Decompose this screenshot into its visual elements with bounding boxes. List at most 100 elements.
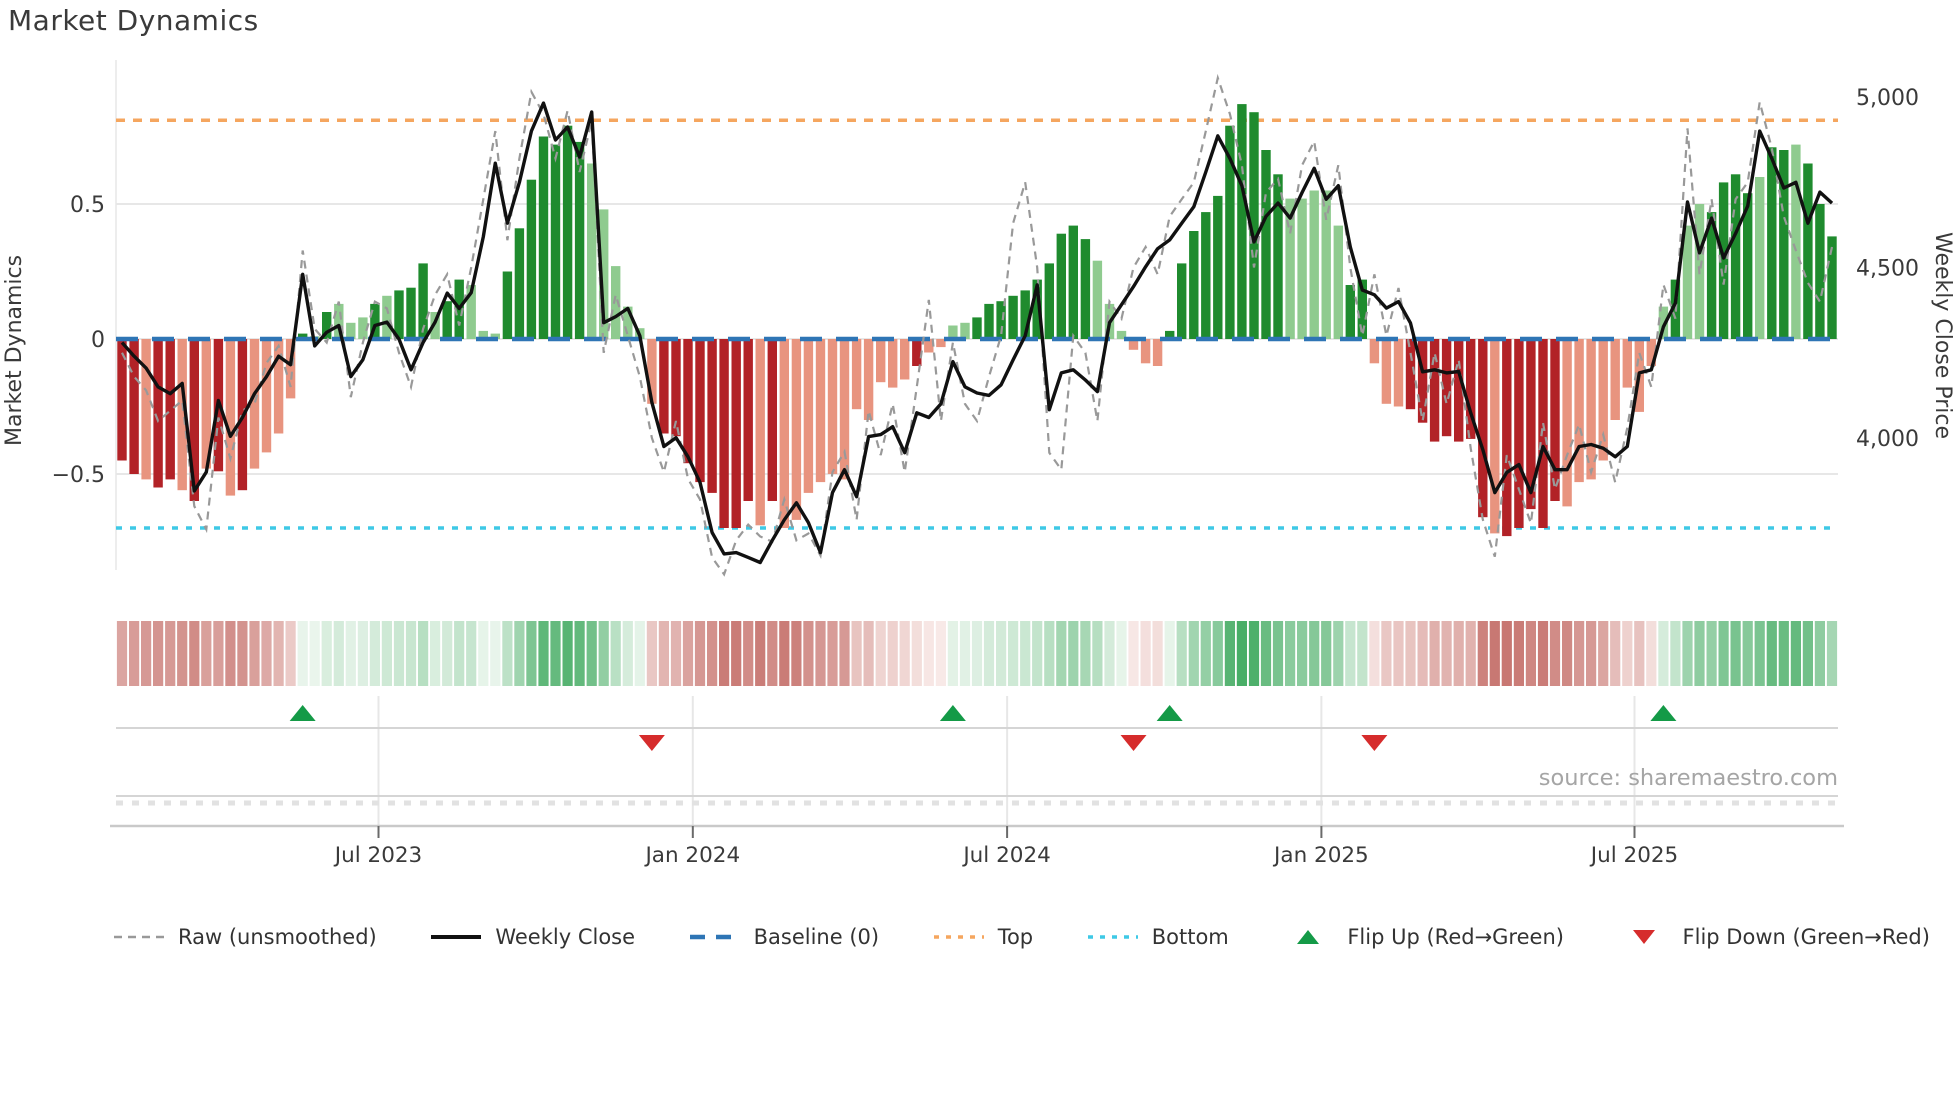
oscillator-bar (442, 301, 452, 339)
heat-cell (1116, 621, 1127, 686)
oscillator-bar (1598, 339, 1608, 461)
heat-cell (1008, 621, 1019, 686)
oscillator-bar (599, 209, 609, 339)
heat-cell (1670, 621, 1681, 686)
heat-cell (1321, 621, 1332, 686)
heat-cell (1682, 621, 1693, 686)
heat-cell (1369, 621, 1380, 686)
heat-cell (357, 621, 368, 686)
oscillator-bar (1526, 339, 1536, 510)
oscillator-bar (1237, 104, 1247, 339)
flip-up-marker (939, 705, 966, 721)
heat-cell (779, 621, 790, 686)
oscillator-bar (1429, 339, 1440, 442)
heat-cell (1658, 621, 1669, 686)
oscillator-bar (1815, 204, 1825, 339)
heat-cell (249, 621, 260, 686)
oscillator-bar (165, 339, 175, 480)
x-tick-label: Jul 2023 (333, 843, 423, 868)
oscillator-bar (1068, 225, 1078, 339)
heat-cell (1790, 621, 1801, 686)
heat-cell (1549, 621, 1561, 686)
legend-label: Raw (unsmoothed) (178, 925, 377, 949)
heat-cell (1754, 621, 1765, 686)
oscillator-bar (1140, 339, 1151, 364)
heat-cell (1309, 621, 1320, 686)
heat-cell (1465, 621, 1476, 686)
heat-cell (321, 621, 332, 686)
oscillator-bar (514, 228, 525, 339)
oscillator-bar (562, 125, 573, 339)
heat-cell (1489, 621, 1500, 686)
oscillator-bar (611, 266, 621, 339)
oscillator-bar (189, 339, 199, 501)
heat-cell (875, 621, 886, 686)
heat-cell (586, 621, 597, 686)
heat-cell (1501, 621, 1512, 686)
heat-cell (369, 621, 380, 686)
heat-cell (1381, 621, 1392, 686)
oscillator-bar (671, 339, 681, 437)
heat-cell (803, 621, 814, 686)
heat-cell (1766, 621, 1777, 686)
flip-down-marker (1120, 735, 1147, 751)
oscillator-bar (1273, 174, 1283, 339)
oscillator-bar (1189, 231, 1199, 339)
heat-cell (1164, 621, 1175, 686)
oscillator-bar (1213, 195, 1223, 339)
flip-up-marker (1156, 705, 1183, 721)
heat-cell (237, 621, 248, 686)
oscillator-bar (1586, 339, 1596, 480)
heat-cell (1610, 621, 1621, 686)
oscillator-bar (1466, 339, 1476, 439)
oscillator-bar (996, 301, 1006, 339)
heat-cell (1212, 621, 1223, 686)
x-tick-label: Jan 2024 (643, 843, 740, 868)
heat-cell (1562, 621, 1573, 686)
heat-cell (1345, 621, 1356, 686)
oscillator-bar (1658, 306, 1669, 339)
flip-markers (289, 705, 1677, 751)
heat-cell (1441, 621, 1452, 686)
svg-text:−0.5: −0.5 (52, 463, 105, 488)
oscillator-bar (707, 339, 717, 493)
oscillator-bar (1044, 263, 1054, 339)
right-axis-ticks: 5,000 4,500 4,000 (1856, 86, 1919, 452)
heat-cell (1598, 621, 1609, 686)
oscillator-bar (1755, 177, 1765, 339)
oscillator-bar (1092, 260, 1103, 339)
flip-up-marker (1650, 705, 1677, 721)
svg-text:4,000: 4,000 (1856, 427, 1919, 452)
heat-cell (1297, 621, 1308, 686)
heat-cell (1357, 621, 1368, 686)
heat-cell (1405, 621, 1416, 686)
heat-cell (381, 621, 392, 686)
oscillator-bar (370, 303, 380, 339)
legend-swatch-raw (114, 935, 164, 939)
oscillator-bar (948, 325, 958, 339)
oscillator-bar (827, 339, 838, 474)
oscillator-bar (1574, 339, 1584, 483)
oscillator-bar (538, 136, 549, 339)
heat-cell (670, 621, 682, 686)
heat-cell (959, 621, 971, 686)
legend-label: Flip Up (Red→Green) (1347, 925, 1564, 949)
heat-cell (851, 621, 862, 686)
oscillator-bars (117, 104, 1837, 537)
oscillator-bar (285, 339, 296, 399)
oscillator-bar (1718, 182, 1729, 339)
heat-cell (1104, 621, 1115, 686)
oscillator-bar (647, 339, 657, 404)
heat-cell (466, 621, 477, 686)
heat-cell (1513, 621, 1524, 686)
oscillator-bar (1369, 339, 1380, 364)
heat-cell (1068, 621, 1079, 686)
heat-cell (153, 621, 164, 686)
legend-label: Top (997, 925, 1034, 949)
oscillator-bar (1261, 150, 1271, 339)
heat-cell (731, 621, 742, 686)
heat-cell (1393, 621, 1404, 686)
oscillator-bar (141, 339, 151, 480)
heat-cell (1826, 621, 1838, 686)
oscillator-bar (1333, 225, 1343, 339)
